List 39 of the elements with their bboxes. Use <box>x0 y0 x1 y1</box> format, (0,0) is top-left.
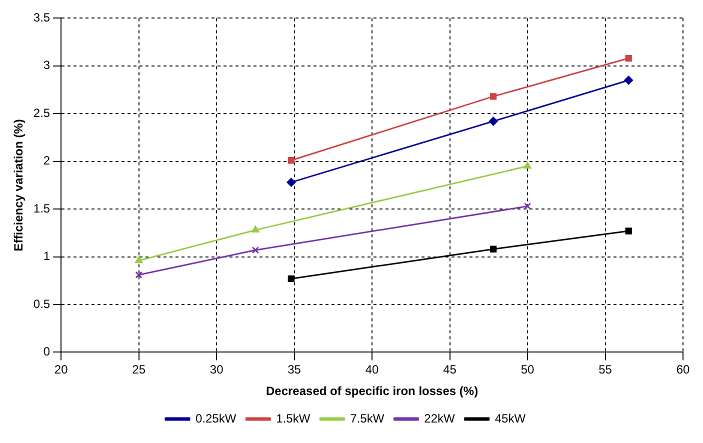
point <box>135 271 142 278</box>
y-tick-label: 1 <box>43 249 50 264</box>
x-tick-label: 55 <box>598 362 612 377</box>
point <box>288 275 295 282</box>
point <box>624 76 634 85</box>
point <box>251 226 260 233</box>
point <box>490 93 497 100</box>
legend-label: 0.25kW <box>195 411 237 426</box>
legend-label: 45kW <box>494 411 526 426</box>
point <box>625 54 632 62</box>
x-tick-label: 60 <box>676 362 690 377</box>
point <box>524 162 532 169</box>
point <box>134 256 143 264</box>
y-tick-label: 0.5 <box>33 296 50 311</box>
point <box>625 228 632 234</box>
point <box>286 178 296 187</box>
x-tick-label: 40 <box>365 362 380 377</box>
point <box>488 116 498 126</box>
x-tick-label: 20 <box>54 362 68 377</box>
point <box>252 246 260 254</box>
legend-label: 22kW <box>424 411 456 426</box>
x-tick-label: 35 <box>288 362 302 377</box>
x-tick-label: 45 <box>443 362 457 377</box>
legend-label: 7.5kW <box>350 411 385 426</box>
y-tick-label: 2 <box>43 154 50 168</box>
x-tick-label: 50 <box>520 362 535 377</box>
point <box>524 202 532 210</box>
y-tick-label: 2.5 <box>33 106 50 120</box>
y-tick-label: 1.5 <box>33 201 50 216</box>
y-tick-label: 3.5 <box>33 10 50 25</box>
y-axis-title: Efficiency variation (%) <box>12 119 26 252</box>
x-tick-label: 25 <box>132 362 146 377</box>
y-tick-label: 3 <box>43 58 50 72</box>
y-tick-label: 0 <box>43 344 50 359</box>
legend-label: 1.5kW <box>276 411 311 426</box>
point <box>288 157 295 164</box>
x-axis-title: Decreased of specific iron losses (%) <box>266 384 478 398</box>
point <box>490 246 497 252</box>
x-tick-label: 30 <box>210 362 224 377</box>
